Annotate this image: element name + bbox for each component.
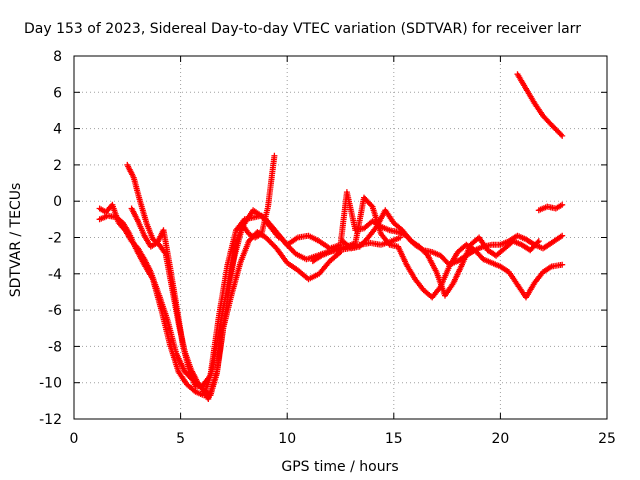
- y-axis-label: SDTVAR / TECUs: [8, 183, 24, 298]
- x-tick-label: 20: [491, 431, 509, 447]
- series-satellite-track-h: [514, 71, 566, 139]
- x-axis-label: GPS time / hours: [281, 459, 398, 475]
- y-tick-label: -4: [48, 267, 62, 283]
- series-satellite-track-i: [535, 201, 566, 214]
- x-tick-label: 10: [278, 431, 296, 447]
- x-tick-label: 5: [176, 431, 185, 447]
- data-point-markers: [339, 207, 542, 299]
- data-point-markers: [535, 201, 566, 214]
- series-satellite-track-g: [339, 207, 542, 299]
- x-tick-label: 0: [70, 431, 79, 447]
- y-tick-label: -8: [48, 339, 62, 355]
- y-tick-label: 2: [53, 158, 62, 174]
- data-point-markers: [514, 71, 566, 139]
- x-tick-label: 15: [385, 431, 403, 447]
- x-tick-label: 25: [598, 431, 616, 447]
- y-tick-label: 0: [53, 194, 62, 210]
- y-tick-label: -6: [48, 303, 62, 319]
- y-tick-label: 6: [53, 85, 62, 101]
- grid-lines: [74, 56, 607, 419]
- chart-title: Day 153 of 2023, Sidereal Day-to-day VTE…: [24, 21, 581, 37]
- y-tick-label: 4: [53, 122, 62, 138]
- series-satellite-track-d: [128, 205, 282, 390]
- axis-ticks: 0 5 10 15 20 25 -12 -10 -8 -6 -4 -2 0 2 4 6 8: [39, 49, 616, 447]
- y-tick-label: -2: [48, 231, 62, 247]
- y-tick-label: -12: [39, 412, 62, 428]
- y-tick-label: -10: [39, 376, 62, 392]
- y-tick-label: 8: [53, 49, 62, 65]
- data-point-markers: [128, 205, 282, 390]
- data-layer: [96, 71, 566, 402]
